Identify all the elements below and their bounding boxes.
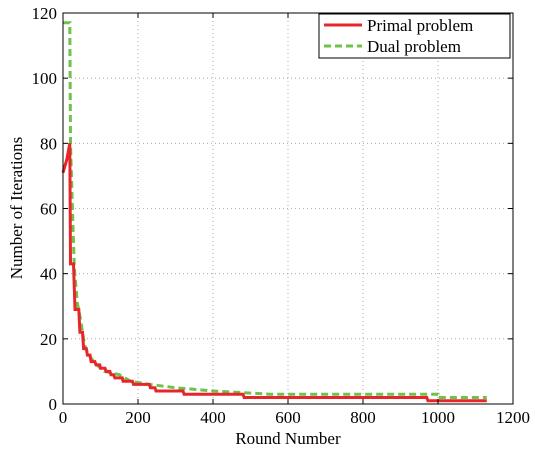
y-tick-label: 40 <box>40 265 57 284</box>
x-tick-label: 600 <box>275 408 301 427</box>
legend: Primal problem Dual problem <box>318 13 511 59</box>
legend-label-primal: Primal problem <box>367 16 473 35</box>
y-tick-label: 20 <box>40 330 57 349</box>
legend-label-dual: Dual problem <box>367 37 461 56</box>
y-axis-label: Number of Iterations <box>7 137 26 280</box>
x-axis-label: Round Number <box>235 429 341 448</box>
series-line-primal <box>61 143 487 403</box>
x-tick-label: 800 <box>350 408 376 427</box>
axis-ticks: 0 200 400 600 800 1000 1200 0 20 40 60 80 100 120 <box>32 4 531 427</box>
series-layer <box>61 21 487 403</box>
x-tick-label: 1000 <box>421 408 455 427</box>
x-tick-label: 400 <box>200 408 226 427</box>
grid-lines <box>63 13 513 404</box>
series-line-dual <box>63 21 487 399</box>
legend-box <box>318 13 511 59</box>
y-tick-label: 120 <box>32 4 58 23</box>
x-tick-label: 200 <box>125 408 151 427</box>
x-tick-label: 0 <box>59 408 68 427</box>
y-tick-label: 0 <box>49 395 58 414</box>
y-tick-label: 80 <box>40 134 57 153</box>
y-tick-label: 60 <box>40 200 57 219</box>
y-tick-label: 100 <box>32 69 58 88</box>
x-tick-label: 1200 <box>496 408 530 427</box>
